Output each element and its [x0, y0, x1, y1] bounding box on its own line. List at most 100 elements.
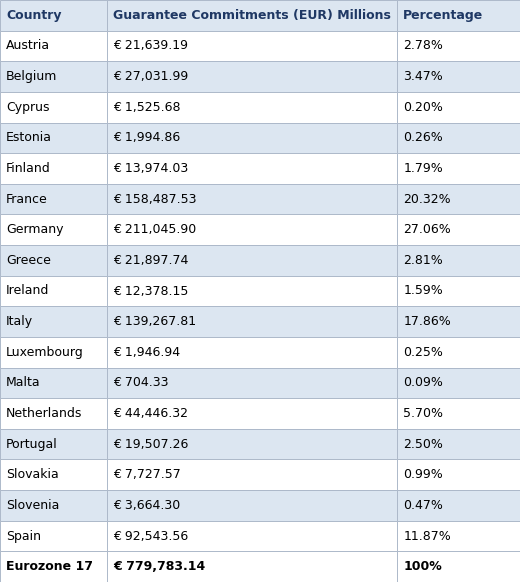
Text: Eurozone 17: Eurozone 17	[6, 560, 93, 573]
Bar	[397, 92, 520, 123]
Bar	[397, 521, 520, 551]
Bar	[0, 214, 107, 245]
Text: € 21,897.74: € 21,897.74	[113, 254, 189, 267]
Bar	[397, 276, 520, 306]
Bar	[0, 123, 107, 153]
Text: 11.87%: 11.87%	[403, 530, 451, 542]
Bar	[107, 153, 397, 184]
Bar	[107, 61, 397, 92]
Bar	[0, 61, 107, 92]
Bar	[0, 459, 107, 490]
Text: Netherlands: Netherlands	[6, 407, 83, 420]
Bar	[0, 551, 107, 582]
Bar	[107, 214, 397, 245]
Text: 2.50%: 2.50%	[403, 438, 443, 450]
Bar	[0, 92, 107, 123]
Text: Greece: Greece	[6, 254, 51, 267]
Text: 27.06%: 27.06%	[403, 223, 451, 236]
Bar	[0, 368, 107, 398]
Text: Cyprus: Cyprus	[6, 101, 50, 113]
Text: 0.47%: 0.47%	[403, 499, 443, 512]
Bar	[107, 92, 397, 123]
Bar	[0, 0, 107, 31]
Bar	[107, 306, 397, 337]
Text: Italy: Italy	[6, 315, 33, 328]
Bar	[0, 337, 107, 368]
Text: € 44,446.32: € 44,446.32	[113, 407, 188, 420]
Text: € 13,974.03: € 13,974.03	[113, 162, 188, 175]
Bar	[397, 459, 520, 490]
Text: 0.09%: 0.09%	[403, 377, 443, 389]
Bar	[107, 429, 397, 459]
Bar	[397, 337, 520, 368]
Text: 0.25%: 0.25%	[403, 346, 443, 359]
Bar	[107, 551, 397, 582]
Text: Estonia: Estonia	[6, 132, 52, 144]
Text: € 19,507.26: € 19,507.26	[113, 438, 189, 450]
Text: € 92,543.56: € 92,543.56	[113, 530, 188, 542]
Text: Slovakia: Slovakia	[6, 469, 59, 481]
Text: 3.47%: 3.47%	[403, 70, 443, 83]
Bar	[0, 521, 107, 551]
Text: € 7,727.57: € 7,727.57	[113, 469, 181, 481]
Bar	[397, 551, 520, 582]
Text: € 12,378.15: € 12,378.15	[113, 285, 189, 297]
Text: Finland: Finland	[6, 162, 51, 175]
Bar	[397, 123, 520, 153]
Text: € 1,525.68: € 1,525.68	[113, 101, 181, 113]
Text: € 779,783.14: € 779,783.14	[113, 560, 205, 573]
Text: 20.32%: 20.32%	[403, 193, 451, 205]
Bar	[0, 276, 107, 306]
Text: € 3,664.30: € 3,664.30	[113, 499, 180, 512]
Text: Guarantee Commitments (EUR) Millions: Guarantee Commitments (EUR) Millions	[113, 9, 391, 22]
Bar	[107, 337, 397, 368]
Bar	[0, 429, 107, 459]
Bar	[107, 276, 397, 306]
Text: Luxembourg: Luxembourg	[6, 346, 84, 359]
Text: 2.81%: 2.81%	[403, 254, 443, 267]
Text: € 1,994.86: € 1,994.86	[113, 132, 180, 144]
Text: € 158,487.53: € 158,487.53	[113, 193, 197, 205]
Bar	[397, 214, 520, 245]
Text: France: France	[6, 193, 48, 205]
Bar	[107, 0, 397, 31]
Bar	[107, 368, 397, 398]
Text: € 211,045.90: € 211,045.90	[113, 223, 197, 236]
Bar	[0, 490, 107, 521]
Bar	[0, 398, 107, 429]
Text: Portugal: Portugal	[6, 438, 58, 450]
Text: 100%: 100%	[403, 560, 442, 573]
Text: € 704.33: € 704.33	[113, 377, 168, 389]
Text: Percentage: Percentage	[403, 9, 484, 22]
Bar	[397, 306, 520, 337]
Bar	[107, 31, 397, 61]
Text: 17.86%: 17.86%	[403, 315, 451, 328]
Text: 0.99%: 0.99%	[403, 469, 443, 481]
Bar	[0, 31, 107, 61]
Text: Belgium: Belgium	[6, 70, 58, 83]
Bar	[107, 521, 397, 551]
Text: Germany: Germany	[6, 223, 64, 236]
Bar	[107, 490, 397, 521]
Bar	[0, 245, 107, 276]
Bar	[397, 398, 520, 429]
Text: € 1,946.94: € 1,946.94	[113, 346, 180, 359]
Text: € 27,031.99: € 27,031.99	[113, 70, 188, 83]
Text: 0.26%: 0.26%	[403, 132, 443, 144]
Text: 1.59%: 1.59%	[403, 285, 443, 297]
Bar	[107, 398, 397, 429]
Text: 5.70%: 5.70%	[403, 407, 443, 420]
Bar	[397, 429, 520, 459]
Bar	[397, 245, 520, 276]
Bar	[107, 459, 397, 490]
Text: Austria: Austria	[6, 40, 50, 52]
Bar	[397, 31, 520, 61]
Text: Malta: Malta	[6, 377, 41, 389]
Text: Slovenia: Slovenia	[6, 499, 60, 512]
Text: € 21,639.19: € 21,639.19	[113, 40, 188, 52]
Bar	[397, 153, 520, 184]
Text: Ireland: Ireland	[6, 285, 49, 297]
Text: 1.79%: 1.79%	[403, 162, 443, 175]
Bar	[107, 245, 397, 276]
Bar	[397, 490, 520, 521]
